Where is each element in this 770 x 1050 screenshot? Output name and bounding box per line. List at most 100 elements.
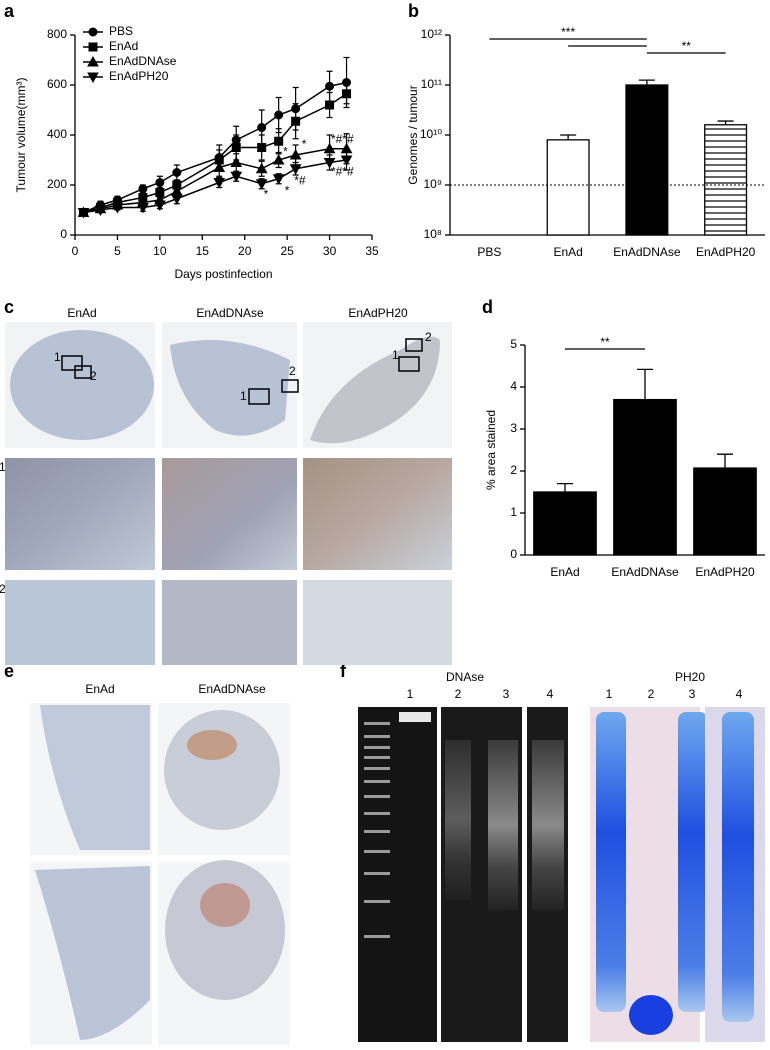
x-tick-label: EnAdPH20 xyxy=(696,245,756,259)
column-label: EnAd xyxy=(67,306,96,320)
smear xyxy=(488,740,518,910)
y-axis-label: Genomes / tumour xyxy=(406,85,420,184)
panel-label: e xyxy=(4,661,14,681)
y-tick-label: 10¹² xyxy=(421,27,442,41)
image xyxy=(303,458,452,570)
tissue xyxy=(164,710,280,830)
bar xyxy=(625,84,669,236)
tissue xyxy=(35,866,150,1040)
panel-label: f xyxy=(340,661,347,681)
marker xyxy=(291,116,301,126)
panel-label: c xyxy=(4,297,14,317)
y-tick-label: 1 xyxy=(510,505,517,519)
x-tick-label: EnAdDNAse xyxy=(611,565,679,579)
y-tick-label: 10¹⁰ xyxy=(420,127,442,141)
lane-label: 1 xyxy=(606,687,613,701)
legend-label: EnAdDNAse xyxy=(109,54,177,68)
marker xyxy=(213,161,226,172)
y-tick-label: 10¹¹ xyxy=(421,77,442,91)
x-tick-label: EnAdPH20 xyxy=(695,565,755,579)
marker xyxy=(230,156,243,167)
x-tick-label: 5 xyxy=(114,244,121,258)
box-label: 1 xyxy=(392,348,399,362)
marker xyxy=(272,174,285,185)
marker xyxy=(213,178,226,189)
lane-label: 2 xyxy=(455,687,462,701)
error-bar xyxy=(560,134,577,140)
y-tick-label: 600 xyxy=(47,77,67,91)
significance-label: ** xyxy=(682,39,692,53)
gel-dnase xyxy=(358,707,568,1042)
region-box xyxy=(398,356,420,372)
tissue xyxy=(10,330,154,440)
bar xyxy=(546,139,590,236)
marker xyxy=(87,72,99,84)
smear xyxy=(678,712,708,1012)
region-box xyxy=(248,388,270,405)
region-box xyxy=(74,365,92,379)
x-tick-label: 35 xyxy=(365,244,379,258)
region-box xyxy=(281,379,299,393)
image xyxy=(162,458,297,570)
x-tick-label: PBS xyxy=(477,245,501,259)
lane-label: 4 xyxy=(736,687,743,701)
bar xyxy=(613,398,677,556)
smear xyxy=(445,740,471,900)
x-tick-label: 15 xyxy=(196,244,210,258)
image xyxy=(5,580,155,665)
marker xyxy=(155,178,165,187)
panel-label: d xyxy=(482,297,493,317)
annotation: *#*# xyxy=(331,132,354,146)
marker xyxy=(88,42,98,52)
y-tick-label: 4 xyxy=(510,379,517,393)
marker xyxy=(138,184,148,194)
marker xyxy=(274,136,284,146)
marker xyxy=(172,168,182,177)
marker xyxy=(325,100,335,110)
legend-label: EnAdPH20 xyxy=(109,69,169,83)
marker xyxy=(272,153,285,165)
marker xyxy=(154,200,166,212)
y-tick-label: 0 xyxy=(60,227,67,241)
series-line xyxy=(83,81,347,214)
y-tick-label: 200 xyxy=(47,177,67,191)
y-tick-label: 10⁸ xyxy=(424,227,442,241)
bar xyxy=(533,491,597,556)
marker xyxy=(323,158,336,169)
column-label: EnAdDNAse xyxy=(198,682,266,696)
tissue xyxy=(165,860,285,1000)
marker xyxy=(255,162,268,174)
row-label: 2 xyxy=(0,582,6,596)
marker xyxy=(325,81,335,91)
x-tick-label: EnAdDNAse xyxy=(613,245,681,259)
x-axis-label: Days postinfection xyxy=(174,267,272,281)
annotation: * xyxy=(302,137,307,151)
annotation: * xyxy=(283,145,288,159)
tissue xyxy=(170,340,290,436)
significance-label: ** xyxy=(600,335,610,349)
y-tick-label: 0 xyxy=(510,547,517,561)
tissue xyxy=(40,705,150,850)
legend-label: PBS xyxy=(109,24,133,38)
marker xyxy=(274,110,284,120)
marker xyxy=(257,123,267,132)
marker xyxy=(255,179,268,190)
region-box xyxy=(61,355,83,371)
x-tick-label: EnAd xyxy=(550,565,579,579)
panel-c-images xyxy=(5,322,452,665)
marker xyxy=(170,194,183,205)
marker xyxy=(87,55,99,67)
lane-label: 3 xyxy=(503,687,510,701)
annotation: * xyxy=(285,183,290,197)
error-bar xyxy=(637,368,653,400)
annotation: *#*# xyxy=(331,165,354,179)
smear xyxy=(596,712,626,1012)
band xyxy=(399,712,431,722)
ladder xyxy=(364,722,390,938)
band xyxy=(629,995,673,1035)
panel-e-images xyxy=(30,703,290,1045)
y-tick-label: 800 xyxy=(47,27,67,41)
marker xyxy=(289,148,302,160)
